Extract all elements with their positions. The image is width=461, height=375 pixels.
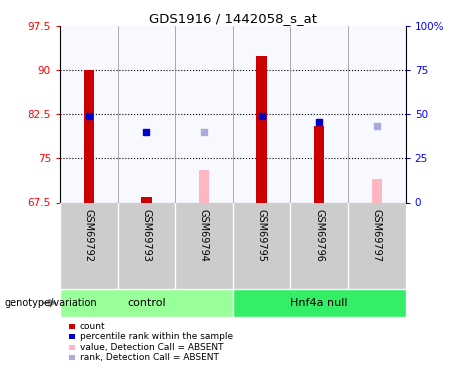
- Text: count: count: [80, 322, 106, 331]
- Bar: [314, 126, 325, 202]
- Text: control: control: [127, 298, 165, 308]
- Text: GSM69797: GSM69797: [372, 209, 382, 262]
- Text: GSM69796: GSM69796: [314, 209, 324, 262]
- Text: genotype/variation: genotype/variation: [5, 298, 97, 308]
- Title: GDS1916 / 1442058_s_at: GDS1916 / 1442058_s_at: [149, 12, 317, 25]
- Text: rank, Detection Call = ABSENT: rank, Detection Call = ABSENT: [80, 353, 219, 362]
- Bar: [83, 70, 94, 202]
- Text: value, Detection Call = ABSENT: value, Detection Call = ABSENT: [80, 343, 223, 352]
- Bar: [141, 196, 152, 202]
- Bar: [60, 289, 233, 317]
- Bar: [372, 179, 382, 203]
- Bar: [199, 170, 209, 202]
- Bar: [256, 56, 267, 202]
- Text: GSM69794: GSM69794: [199, 209, 209, 262]
- Text: Hnf4a null: Hnf4a null: [290, 298, 348, 308]
- Text: GSM69795: GSM69795: [257, 209, 266, 262]
- Text: GSM69793: GSM69793: [142, 209, 151, 262]
- Text: GSM69792: GSM69792: [84, 209, 94, 262]
- Bar: [233, 289, 406, 317]
- Text: percentile rank within the sample: percentile rank within the sample: [80, 332, 233, 341]
